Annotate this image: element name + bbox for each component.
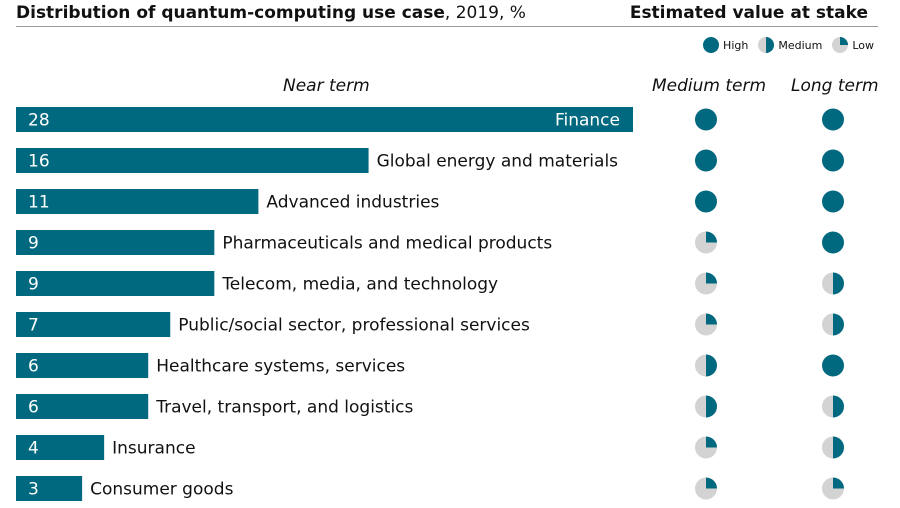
bar [16,107,633,132]
long-term-pie [822,395,844,418]
bar [16,271,215,296]
category-label: Healthcare systems, services [156,357,405,377]
medium-term-pie [695,436,717,459]
bar-value-label: 6 [28,398,39,418]
long-term-pie [822,477,844,500]
legend-item-low: Low [832,37,874,53]
bar-value-label: 28 [28,111,50,131]
medium-term-pie [695,313,717,336]
bar-value-label: 11 [28,193,50,213]
long-term-pie [822,313,844,336]
medium-term-pie [695,190,717,213]
long-term-header: Long term [791,76,879,96]
medium-term-pie [695,354,718,377]
medium-term-header: Medium term [652,76,767,96]
bar [16,353,149,378]
bar [16,394,149,419]
legend-label-medium: Medium [778,38,823,52]
legend: High Medium Low [693,37,874,53]
category-label: Travel, transport, and logistics [155,398,413,418]
high-pie-icon [703,37,720,53]
category-label: Advanced industries [266,193,439,213]
near-term-header: Near term [283,76,370,96]
bar [16,189,259,214]
category-label: Telecom, media, and technology [221,275,498,295]
bar-value-label: 7 [28,316,39,336]
bar [16,435,105,460]
medium-pie-icon [758,37,775,53]
chart-title: Distribution of quantum-computing use ca… [16,3,526,23]
legend-label-low: Low [852,38,874,52]
chart-title-suffix: , 2019, % [444,3,526,23]
long-term-pie [822,190,844,213]
bar [16,148,369,173]
long-term-pie [822,149,844,172]
bar [16,312,171,337]
bar-value-label: 4 [28,439,39,459]
medium-term-pie [695,395,718,418]
category-label: Global energy and materials [377,152,619,172]
bar-value-label: 6 [28,357,39,377]
long-term-pie [822,231,844,254]
long-term-pie [822,436,844,459]
low-pie-icon [832,37,849,53]
bar [16,476,83,501]
legend-item-high: High [703,37,748,53]
value-at-stake-title: Estimated value at stake [629,3,868,23]
bar-value-label: 16 [28,152,50,172]
medium-term-pie [695,231,717,254]
medium-term-pie [695,477,717,500]
category-label: Pharmaceuticals and medical products [222,234,552,254]
bar-value-label: 3 [28,480,39,500]
bar [16,230,215,255]
bar-value-label: 9 [28,234,39,254]
medium-term-pie [695,272,717,295]
category-label: Consumer goods [90,480,233,500]
medium-term-pie [695,149,717,172]
long-term-pie [822,354,844,377]
category-label: Public/social sector, professional servi… [178,316,530,336]
chart-title-main: Distribution of quantum-computing use ca… [16,3,445,23]
category-label: Insurance [112,439,195,459]
category-label: Finance [555,111,620,131]
bar-value-label: 9 [28,275,39,295]
legend-label-high: High [723,38,749,52]
long-term-pie [822,272,844,295]
legend-item-medium: Medium [758,37,822,53]
medium-term-pie [695,108,717,131]
long-term-pie [822,108,844,131]
header-rule [16,26,878,27]
